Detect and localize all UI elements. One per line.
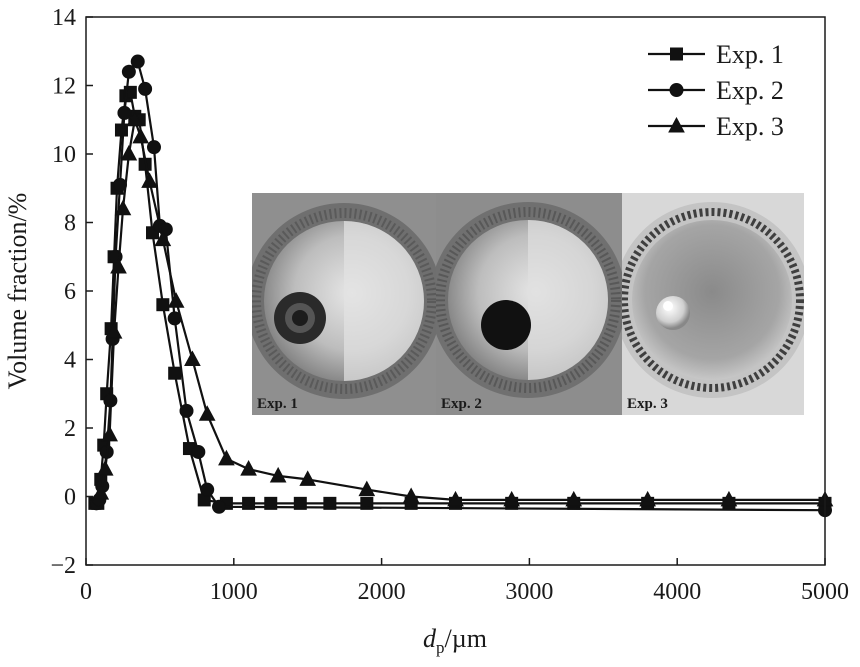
series-3-point-13: [198, 405, 216, 421]
series-3-point-3: [105, 323, 123, 339]
x-tick-label-5: 5000: [801, 579, 849, 605]
series-3-point-19: [402, 487, 420, 503]
series-2-point-17: [191, 444, 206, 459]
series-3-point-1: [96, 460, 114, 476]
x-tick-label-1: 1000: [210, 579, 258, 605]
series-2-point-11: [138, 81, 153, 96]
x-tick-label-2: 2000: [358, 579, 406, 605]
series-2-point-19: [212, 499, 227, 514]
series-2-point-8: [117, 105, 132, 120]
y-tick-label-8: 14: [52, 5, 76, 31]
legend-item-3: Exp. 3: [648, 112, 784, 141]
series-3-point-16: [269, 466, 287, 483]
y-tick-label-6: 10: [52, 142, 76, 168]
inset-photo-exp2-label: Exp. 2: [441, 396, 482, 412]
inset-photo-exp1: Exp. 1: [252, 193, 436, 415]
series-3-point-11: [167, 292, 185, 308]
y-tick-label-4: 6: [64, 279, 76, 305]
series-3-point-9: [141, 172, 158, 188]
legend-label-1: Exp. 1: [716, 40, 784, 69]
x-axis-title-symbol: d: [423, 624, 437, 653]
series-3-line: [99, 118, 825, 501]
x-tick-label-0: 0: [80, 579, 92, 605]
series-3-point-20: [447, 490, 464, 507]
series-layer: [88, 54, 834, 518]
series-1-point-8: [114, 123, 128, 137]
series-3-point-23: [639, 490, 656, 507]
inset-photo-exp2: Exp. 2: [436, 193, 622, 415]
x-tick-label-3: 3000: [505, 579, 553, 605]
inset-photos: Exp. 1 Exp. 2 Exp. 3: [252, 193, 804, 415]
series-2-point-10: [130, 54, 145, 69]
series-1-line: [94, 91, 825, 505]
x-axis-title-unit: /µm: [445, 624, 487, 653]
y-tick-label-5: 8: [64, 211, 76, 237]
y-tick-label-3: 4: [64, 348, 76, 374]
legend-marker-2: [669, 83, 684, 97]
series-3-point-4: [110, 257, 127, 274]
series-3-point-7: [126, 110, 144, 127]
series-3-point-8: [132, 127, 150, 144]
series-3-point-15: [240, 460, 257, 476]
series-3-point-0: [92, 484, 110, 500]
series-3-point-17: [299, 470, 317, 486]
series-3-point-24: [720, 490, 738, 507]
series-3-point-5: [114, 199, 132, 216]
series-1-point-15: [156, 298, 170, 312]
series-3-point-2: [101, 425, 118, 442]
series-1-point-16: [168, 366, 182, 380]
series-2-point-9: [121, 64, 136, 79]
legend: Exp. 1 Exp. 2 Exp. 3: [648, 40, 784, 141]
y-axis-title: Volume fraction/%: [3, 193, 32, 390]
legend-marker-1: [670, 47, 683, 61]
legend-item-2: Exp. 2: [648, 76, 784, 105]
series-3-point-10: [154, 230, 172, 247]
series-2-point-18: [200, 482, 215, 497]
series-3: [92, 110, 834, 507]
series-3-point-18: [358, 480, 376, 497]
y-tick-label-0: −2: [50, 553, 76, 579]
legend-item-1: Exp. 1: [648, 40, 784, 69]
y-tick-label-2: 2: [64, 416, 76, 442]
x-axis-title-subscript: p: [436, 638, 445, 657]
series-2-point-16: [179, 403, 194, 418]
x-tick-label-4: 4000: [653, 579, 701, 605]
inset-photo-exp3-label: Exp. 3: [627, 396, 668, 412]
inset-photo-exp3: Exp. 3: [622, 193, 804, 415]
x-axis-title: dp/µm: [423, 624, 487, 657]
series-3-point-22: [565, 490, 583, 507]
series-3-point-6: [120, 144, 138, 161]
legend-label-3: Exp. 3: [716, 112, 784, 141]
series-3-point-14: [218, 449, 235, 466]
inset-photo-exp1-label: Exp. 1: [257, 396, 298, 412]
series-3-point-12: [184, 350, 201, 366]
series-3-point-21: [503, 490, 520, 507]
legend-marker-3: [668, 116, 685, 133]
y-tick-label-1: 0: [64, 485, 76, 511]
series-1-point-24: [360, 496, 374, 510]
y-tick-label-7: 12: [52, 74, 76, 100]
legend-label-2: Exp. 2: [716, 76, 784, 105]
series-2-point-12: [146, 140, 161, 155]
